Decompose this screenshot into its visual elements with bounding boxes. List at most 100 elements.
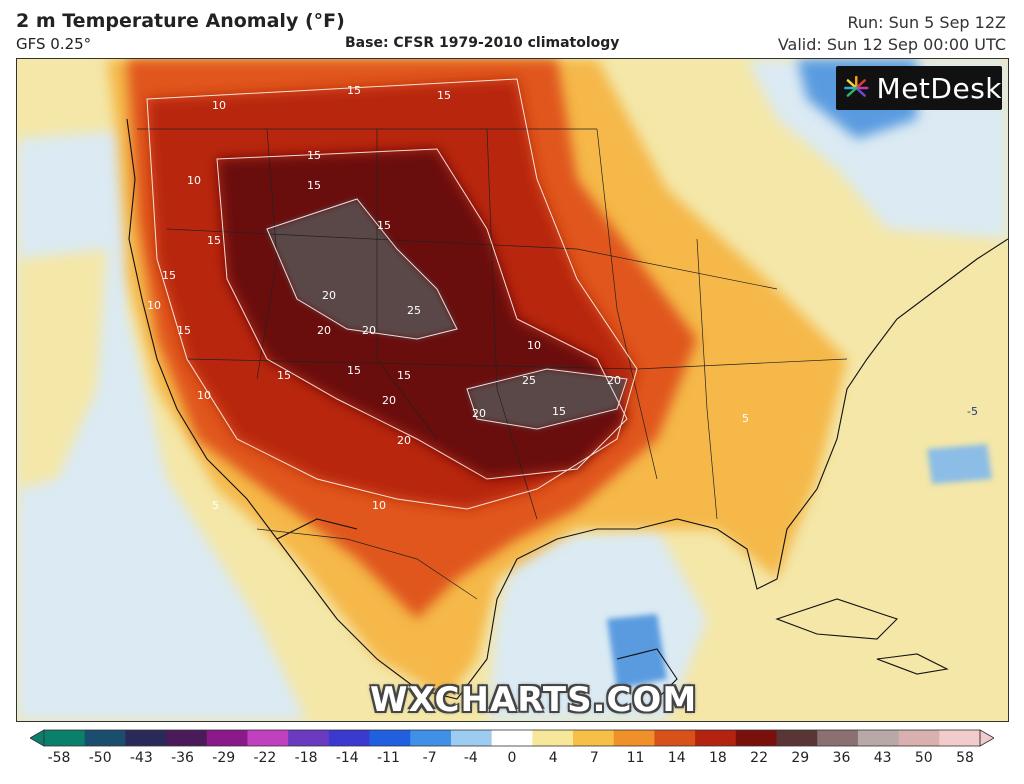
svg-text:15: 15 <box>307 149 321 162</box>
colorbar-left-arrow <box>30 729 45 747</box>
svg-text:15: 15 <box>162 269 176 282</box>
anomaly-map[interactable]: 15 15 10 15 15 10 15 15 15 20 25 20 20 1… <box>16 58 1009 722</box>
svg-text:15: 15 <box>347 364 361 377</box>
svg-text:15: 15 <box>552 405 566 418</box>
svg-text:5: 5 <box>212 499 219 512</box>
colorbar-right-arrow <box>979 729 994 747</box>
colorbar-tick-label: 11 <box>626 750 645 766</box>
gulf-cold-spot <box>607 614 667 689</box>
svg-text:10: 10 <box>372 499 386 512</box>
colorbar-tick-label: -29 <box>212 750 236 766</box>
colorbar-swatch <box>247 730 289 746</box>
svg-text:10: 10 <box>212 99 226 112</box>
svg-text:20: 20 <box>382 394 396 407</box>
svg-text:15: 15 <box>207 234 221 247</box>
borders <box>137 128 848 600</box>
colorbar-swatch <box>410 730 452 746</box>
colorbar-swatch <box>206 730 248 746</box>
svg-text:15: 15 <box>437 89 451 102</box>
colorbar-tick-label: -43 <box>129 750 153 766</box>
svg-text:10: 10 <box>187 174 201 187</box>
wxcharts-watermark: WXCHARTS.COM <box>370 680 698 720</box>
colorbar-swatch <box>857 730 900 746</box>
colorbar-swatch <box>654 730 696 746</box>
svg-text:10: 10 <box>197 389 211 402</box>
colorbar-swatch <box>288 730 330 746</box>
coastlines <box>126 118 1008 700</box>
svg-text:20: 20 <box>317 324 331 337</box>
colorbar-tick-label: -4 <box>463 750 478 766</box>
svg-text:10: 10 <box>527 339 541 352</box>
svg-text:25: 25 <box>522 374 536 387</box>
colorbar-tick-label: -7 <box>422 750 437 766</box>
colorbar-swatch <box>695 730 737 746</box>
svg-text:5: 5 <box>742 412 749 425</box>
colorbar-tick-label: 14 <box>667 750 686 766</box>
colorbar-tick-label: 18 <box>708 750 727 766</box>
metdesk-logo-icon <box>844 75 869 97</box>
colorbar-tick-label: -36 <box>171 750 194 766</box>
colorbar-tick-label: -22 <box>253 750 277 766</box>
svg-text:20: 20 <box>607 374 621 387</box>
colorbar <box>30 729 994 747</box>
peak-anomaly-rockies <box>267 199 457 339</box>
colorbar-tick-label: -50 <box>88 750 112 766</box>
svg-text:20: 20 <box>472 407 486 420</box>
valid-label: Valid: Sun 12 Sep 00:00 UTC <box>777 35 1006 54</box>
contour-lines <box>146 78 638 510</box>
colorbar-tick-label: 58 <box>956 750 974 766</box>
colorbar-swatch <box>369 730 411 746</box>
header-title: 2 m Temperature Anomaly (°F) <box>16 10 345 32</box>
svg-text:25: 25 <box>407 304 421 317</box>
peak-anomaly-plains <box>467 369 627 429</box>
colorbar-swatch <box>532 730 574 746</box>
svg-text:15: 15 <box>177 324 191 337</box>
colorbar-tick-label: -18 <box>294 750 318 766</box>
pacific-neutral-band <box>17 249 107 489</box>
svg-text:15: 15 <box>307 179 321 192</box>
colorbar-tick-label: -58 <box>47 750 71 766</box>
colorbar-tick-label: 7 <box>589 750 599 766</box>
colorbar-swatch <box>450 730 493 746</box>
colorbar-swatch <box>776 730 818 746</box>
svg-text:15: 15 <box>397 369 411 382</box>
svg-text:15: 15 <box>277 369 291 382</box>
map-canvas: 15 15 10 15 15 10 15 15 15 20 25 20 20 1… <box>17 59 1008 721</box>
svg-text:15: 15 <box>347 84 361 97</box>
svg-text:15: 15 <box>377 219 391 232</box>
colorbar-swatch <box>166 730 208 746</box>
colorbar-tick-label: 29 <box>791 750 810 766</box>
colorbar-swatch <box>898 730 940 746</box>
colorbar-swatch <box>44 730 86 746</box>
colorbar-labels: -58 -50 -43 -36 -29 -22 -18 -14 -11 -7 -4 0 4 7 11 14 18… <box>30 750 994 770</box>
colorbar-tick-label: -11 <box>377 750 400 766</box>
colorbar-tick-label: 36 <box>832 750 851 766</box>
colorbar-swatch <box>491 730 533 746</box>
run-label: Run: Sun 5 Sep 12Z <box>847 13 1006 32</box>
metdesk-logo-text: MetDesk <box>876 71 1002 105</box>
colorbar-swatch <box>328 730 371 746</box>
colorbar-tick-label: 22 <box>750 750 768 766</box>
colorbar-swatch <box>84 730 126 746</box>
colorbar-tick-label: 0 <box>507 750 517 766</box>
colorbar-tick-label: 43 <box>873 750 892 766</box>
base-label: Base: CFSR 1979-2010 climatology <box>345 35 620 51</box>
svg-text:-5: -5 <box>967 405 978 418</box>
colorbar-swatch <box>817 730 859 746</box>
contour-labels: 15 15 10 15 15 10 15 15 15 20 25 20 20 1… <box>147 84 978 512</box>
metdesk-logo: MetDesk <box>836 66 1002 110</box>
colorbar-swatch <box>939 730 981 746</box>
colorbar-swatch <box>125 730 167 746</box>
atlantic-cold-spot <box>927 444 992 484</box>
svg-text:20: 20 <box>397 434 411 447</box>
colorbar-swatch <box>573 730 615 746</box>
model-label: GFS 0.25° <box>16 35 92 53</box>
svg-text:10: 10 <box>147 299 161 312</box>
colorbar-border <box>43 729 981 747</box>
colorbar-tick-label: 4 <box>548 750 558 766</box>
colorbar-swatch <box>735 730 778 746</box>
colorbar-tick-label: -14 <box>335 750 359 766</box>
svg-text:20: 20 <box>322 289 336 302</box>
svg-text:20: 20 <box>362 324 376 337</box>
colorbar-swatch <box>613 730 655 746</box>
